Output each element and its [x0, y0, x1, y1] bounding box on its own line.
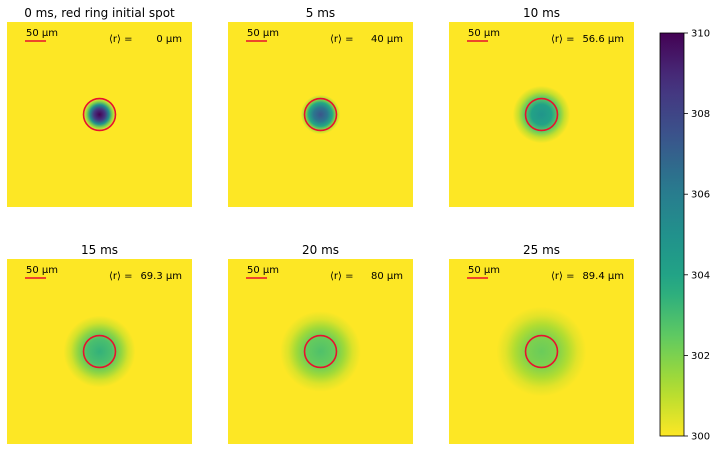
scalebar-label: 50 μm [468, 265, 500, 276]
r-label: ⟨r⟩ = [551, 34, 574, 45]
r-value: 0 μm [156, 34, 182, 45]
heat-spot [280, 311, 361, 392]
r-value: 80 μm [371, 271, 403, 282]
r-value: 40 μm [371, 34, 403, 45]
panel-title: 0 ms, red ring initial spot [24, 6, 175, 20]
r-value: 56.6 μm [582, 34, 624, 45]
heat-spot [63, 315, 136, 388]
colorbar: 300 302 304 306 308 310 [659, 29, 710, 443]
scalebar-label: 50 μm [26, 28, 58, 39]
panel-title: 20 ms [302, 243, 339, 257]
r-label: ⟨r⟩ = [330, 34, 353, 45]
colorbar-tick-label: 310 [691, 29, 710, 40]
colorbar-tick-label: 304 [691, 270, 710, 281]
red-ring [82, 334, 117, 369]
heat-spot [512, 85, 571, 144]
colorbar-tick-label: 306 [691, 190, 710, 201]
r-label: ⟨r⟩ = [330, 271, 353, 282]
r-label: ⟨r⟩ = [551, 271, 574, 282]
panel: 5 ms 50 μm ⟨r⟩ = 40 μm [228, 6, 413, 207]
colorbar-tick-label: 300 [691, 432, 710, 443]
red-ring [303, 97, 338, 132]
scalebar-label: 50 μm [26, 265, 58, 276]
colorbar-gradient [659, 32, 685, 437]
colorbar-tick-label: 308 [691, 109, 710, 120]
panel-title: 5 ms [306, 6, 335, 20]
r-value: 89.4 μm [582, 271, 624, 282]
heat-spot [300, 94, 341, 135]
panel: 15 ms 50 μm ⟨r⟩ = 69.3 μm [7, 243, 192, 444]
panel: 0 ms, red ring initial spot 50 μm ⟨r⟩ = 0 μ… [7, 6, 192, 207]
panel: 25 ms 50 μm ⟨r⟩ = 89.4 μm [449, 243, 634, 444]
panel-title: 25 ms [523, 243, 560, 257]
red-ring [524, 97, 559, 132]
panel: 10 ms 50 μm ⟨r⟩ = 56.6 μm [449, 6, 634, 207]
colorbar-tick-label: 302 [691, 351, 710, 362]
heat-spot [496, 306, 587, 397]
r-label: ⟨r⟩ = [109, 271, 132, 282]
heat-spot [83, 98, 116, 131]
scalebar-label: 50 μm [247, 28, 279, 39]
red-ring [82, 97, 117, 132]
panel: 20 ms 50 μm ⟨r⟩ = 80 μm [228, 243, 413, 444]
scalebar-label: 50 μm [468, 28, 500, 39]
red-ring [524, 334, 559, 369]
red-ring [303, 334, 338, 369]
r-label: ⟨r⟩ = [109, 34, 132, 45]
panel-title: 15 ms [81, 243, 118, 257]
scalebar-label: 50 μm [247, 265, 279, 276]
r-value: 69.3 μm [140, 271, 182, 282]
panels: 0 ms, red ring initial spot 50 μm ⟨r⟩ = 0 μ… [7, 6, 634, 444]
panel-title: 10 ms [523, 6, 560, 20]
